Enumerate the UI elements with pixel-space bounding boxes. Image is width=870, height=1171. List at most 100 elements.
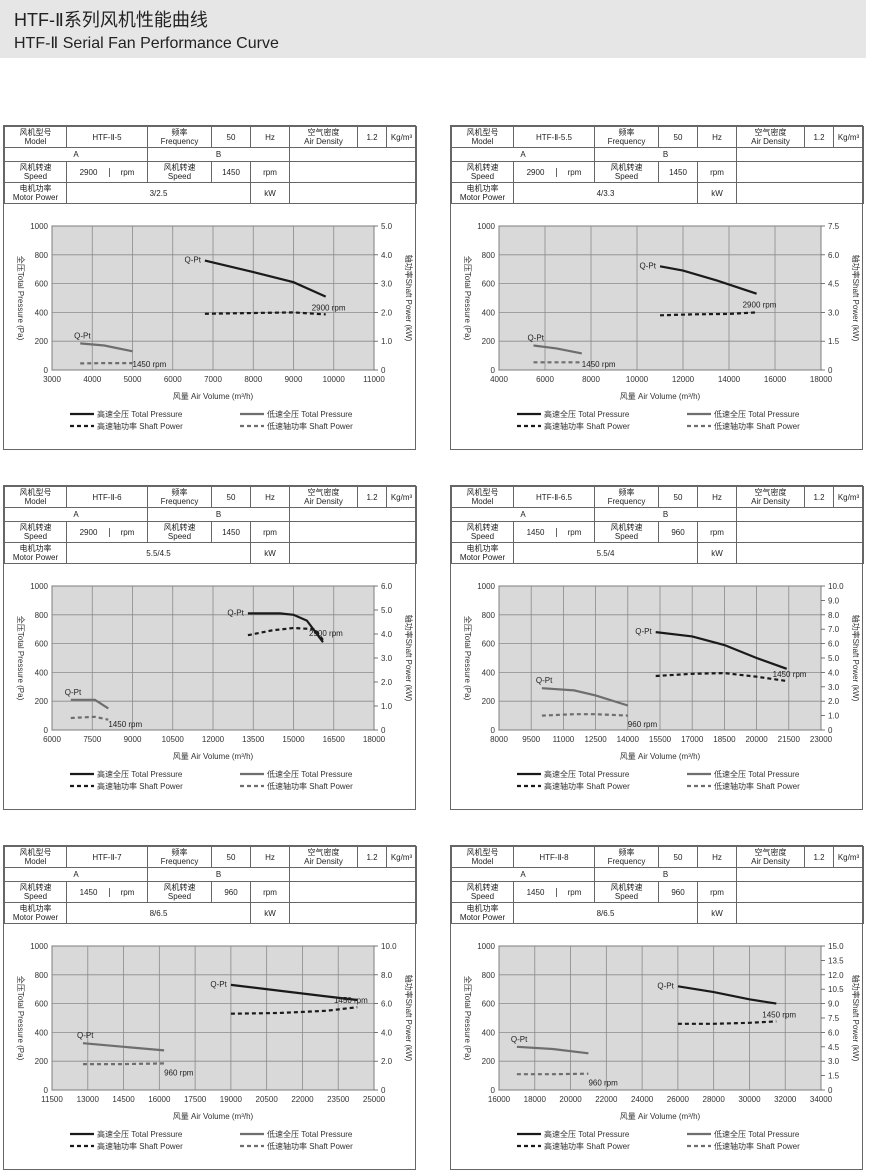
legend-label: 低速全压 Total Pressure <box>714 769 800 779</box>
x-tick-label: 18500 <box>713 735 736 744</box>
qpt-label: Q-Pt <box>511 1035 528 1044</box>
legend-label: 高速全压 Total Pressure <box>544 769 630 779</box>
page-title-cn: HTF-Ⅱ系列风机性能曲线 <box>14 6 208 32</box>
x-tick-label: 20000 <box>745 735 768 744</box>
y2-tick-label: 10.0 <box>828 582 844 591</box>
y-tick-label: 1000 <box>30 942 48 951</box>
x-tick-label: 28000 <box>703 1095 726 1104</box>
y2-tick-label: 6.0 <box>381 1000 393 1009</box>
y-tick-label: 1000 <box>30 582 48 591</box>
y-tick-label: 200 <box>482 337 496 346</box>
legend-label: 高速轴功率 Shaft Power <box>544 781 630 791</box>
x-tick-label: 8000 <box>244 375 262 384</box>
qpt-label: Q-Pt <box>536 676 553 685</box>
y-tick-label: 0 <box>491 1086 496 1095</box>
x-tick-label: 14000 <box>617 735 640 744</box>
x-tick-label: 15500 <box>649 735 672 744</box>
y-tick-label: 400 <box>35 668 49 677</box>
x-tick-label: 26000 <box>667 1095 690 1104</box>
x-axis-label: 风量 Air Volume (m³/h) <box>620 752 701 761</box>
x-tick-label: 21500 <box>778 735 801 744</box>
x-tick-label: 7000 <box>204 375 222 384</box>
y2-tick-label: 1.5 <box>828 1072 840 1081</box>
y2-tick-label: 8.0 <box>828 611 840 620</box>
y2-tick-label: 0 <box>381 1086 386 1095</box>
x-tick-label: 3000 <box>43 375 61 384</box>
x-tick-label: 4000 <box>490 375 508 384</box>
x-tick-label: 10000 <box>626 375 649 384</box>
low-speed-rpm-label: 960 rpm <box>628 720 658 729</box>
y-tick-label: 400 <box>35 308 49 317</box>
y-tick-label: 0 <box>44 726 49 735</box>
qpt-label: Q-Pt <box>65 688 82 697</box>
x-tick-label: 11000 <box>553 735 575 744</box>
y2-tick-label: 4.0 <box>381 1028 393 1037</box>
y-tick-label: 0 <box>44 1086 49 1095</box>
y-tick-label: 800 <box>482 971 496 980</box>
x-tick-label: 9000 <box>285 375 303 384</box>
qpt-label: Q-Pt <box>528 334 545 343</box>
x-tick-label: 15000 <box>282 735 305 744</box>
legend-label: 低速轴功率 Shaft Power <box>714 781 800 791</box>
x-tick-label: 25000 <box>363 1095 386 1104</box>
x-tick-label: 5000 <box>124 375 142 384</box>
y-tick-label: 0 <box>44 366 49 375</box>
y2-tick-label: 12.0 <box>828 971 844 980</box>
x-tick-label: 16000 <box>148 1095 171 1104</box>
y2-tick-label: 0 <box>828 366 833 375</box>
y-tick-label: 400 <box>482 1028 496 1037</box>
x-tick-label: 8000 <box>582 375 600 384</box>
y-tick-label: 800 <box>35 251 49 260</box>
qpt-label: Q-Pt <box>184 256 201 265</box>
x-tick-label: 12000 <box>202 735 225 744</box>
high-speed-rpm-label: 1450 rpm <box>773 670 807 679</box>
y-axis-label: 全压Total Pressure (Pa) <box>463 976 473 1061</box>
legend-label: 高速轴功率 Shaft Power <box>97 421 183 431</box>
high-speed-rpm-label: 2900 rpm <box>312 303 346 312</box>
y-tick-label: 800 <box>482 251 496 260</box>
low-speed-rpm-label: 960 rpm <box>588 1079 618 1088</box>
y2-tick-label: 6.0 <box>381 582 393 591</box>
x-axis-label: 风量 Air Volume (m³/h) <box>620 1112 701 1121</box>
y2-tick-label: 0 <box>381 366 386 375</box>
x-tick-label: 4000 <box>83 375 101 384</box>
legend-label: 低速全压 Total Pressure <box>267 1129 353 1139</box>
y2-tick-label: 7.5 <box>828 222 840 231</box>
y-tick-label: 600 <box>482 640 496 649</box>
y-axis-label: 全压Total Pressure (Pa) <box>463 256 473 341</box>
y2-tick-label: 1.0 <box>381 702 393 711</box>
y-axis-label: 全压Total Pressure (Pa) <box>16 976 26 1061</box>
plot-area <box>499 226 821 370</box>
y2-tick-label: 9.0 <box>828 596 840 605</box>
qpt-label: Q-Pt <box>635 627 652 636</box>
x-tick-label: 6000 <box>536 375 554 384</box>
legend-label: 低速轴功率 Shaft Power <box>267 1141 353 1151</box>
x-tick-label: 23000 <box>810 735 833 744</box>
x-tick-label: 10000 <box>323 375 346 384</box>
low-speed-rpm-label: 1450 rpm <box>582 360 616 369</box>
legend-label: 高速轴功率 Shaft Power <box>544 421 630 431</box>
x-tick-label: 11000 <box>363 375 385 384</box>
legend-label: 高速全压 Total Pressure <box>544 409 630 419</box>
x-tick-label: 22000 <box>291 1095 314 1104</box>
y-tick-label: 200 <box>482 697 496 706</box>
low-speed-rpm-label: 960 rpm <box>164 1068 194 1077</box>
y-tick-label: 600 <box>35 640 49 649</box>
y2-axis-label: 轴功率Shaft Power (kW) <box>851 255 861 342</box>
x-tick-label: 9500 <box>522 735 540 744</box>
y-tick-label: 0 <box>491 366 496 375</box>
y2-tick-label: 4.0 <box>381 251 393 260</box>
legend-label: 高速全压 Total Pressure <box>97 769 183 779</box>
x-axis-label: 风量 Air Volume (m³/h) <box>620 392 701 401</box>
y2-tick-label: 3.0 <box>828 683 840 692</box>
